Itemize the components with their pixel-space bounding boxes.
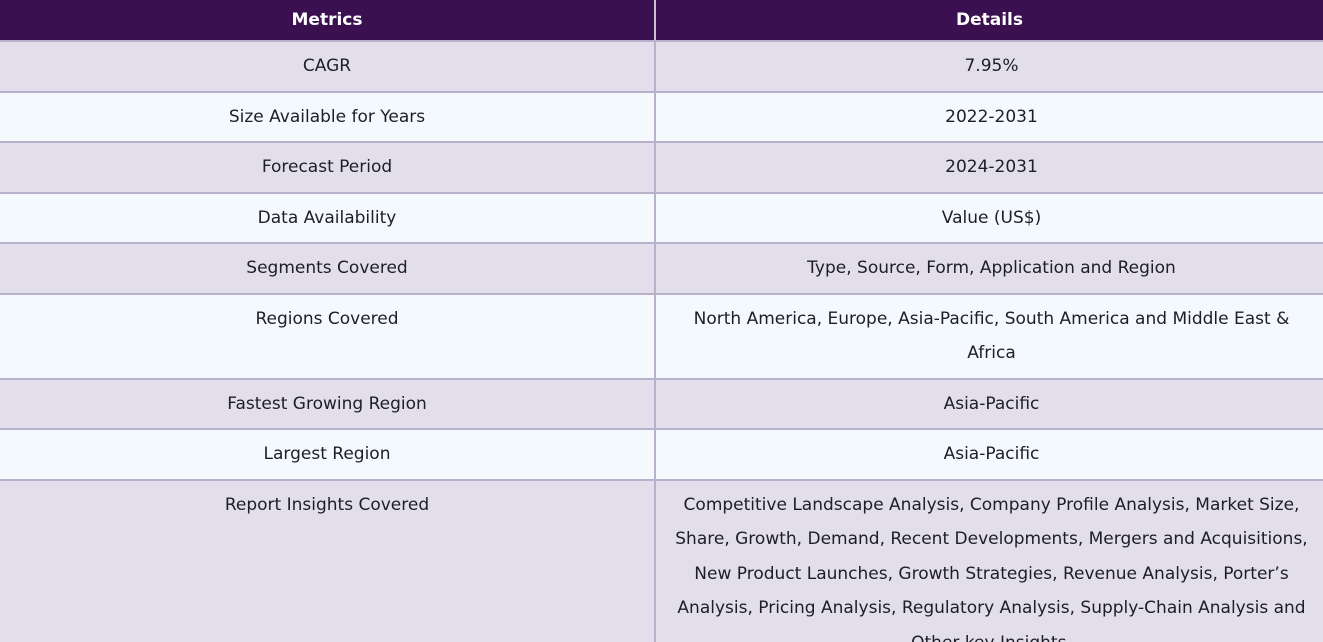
table-body: CAGR 7.95% Size Available for Years 2022… [0,41,1323,642]
detail-cell: Competitive Landscape Analysis, Company … [655,479,1323,642]
header-details: Details [655,0,1323,42]
metric-cell: Largest Region [0,429,656,481]
metric-cell: CAGR [0,41,656,93]
table-row: Largest Region Asia-Pacific [0,429,1323,481]
metric-cell: Data Availability [0,192,656,244]
detail-cell: Value (US$) [655,192,1323,244]
table-row: Data Availability Value (US$) [0,192,1323,244]
header-metrics: Metrics [0,0,656,42]
metric-cell: Regions Covered [0,293,656,380]
table-row: CAGR 7.95% [0,41,1323,93]
table-row: Fastest Growing Region Asia-Pacific [0,378,1323,430]
detail-cell: 2024-2031 [655,142,1323,194]
table-header: Metrics Details [0,0,1323,42]
detail-cell: Asia-Pacific [655,378,1323,430]
detail-cell: 7.95% [655,41,1323,93]
table-row: Report Insights Covered Competitive Land… [0,479,1323,642]
table-row: Size Available for Years 2022-2031 [0,91,1323,143]
table-row: Forecast Period 2024-2031 [0,142,1323,194]
metric-cell: Report Insights Covered [0,479,656,642]
detail-cell: 2022-2031 [655,91,1323,143]
table-row: Segments Covered Type, Source, Form, App… [0,243,1323,295]
detail-cell: North America, Europe, Asia-Pacific, Sou… [655,293,1323,380]
detail-cell: Asia-Pacific [655,429,1323,481]
metric-cell: Segments Covered [0,243,656,295]
header-row: Metrics Details [0,0,1323,42]
detail-cell: Type, Source, Form, Application and Regi… [655,243,1323,295]
metric-cell: Size Available for Years [0,91,656,143]
metric-cell: Fastest Growing Region [0,378,656,430]
metric-cell: Forecast Period [0,142,656,194]
table-row: Regions Covered North America, Europe, A… [0,293,1323,380]
